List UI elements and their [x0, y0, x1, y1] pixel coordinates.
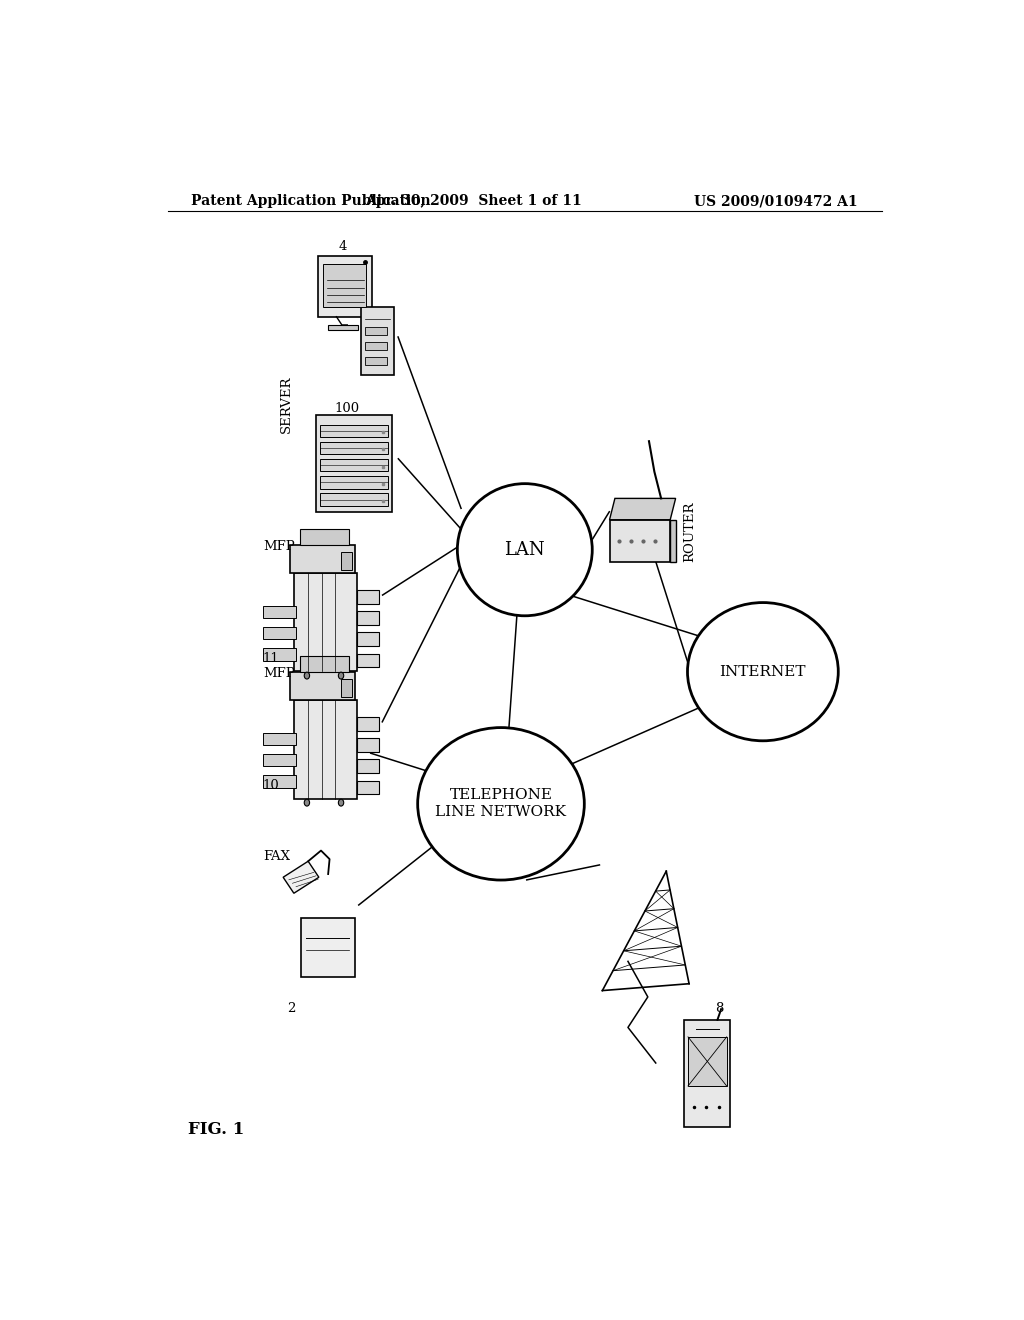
- Bar: [290, 672, 355, 700]
- Bar: [321, 477, 388, 488]
- Ellipse shape: [687, 602, 839, 741]
- Bar: [262, 733, 296, 744]
- Text: US 2009/0109472 A1: US 2009/0109472 A1: [694, 194, 858, 209]
- Text: 10: 10: [263, 779, 280, 792]
- Bar: [295, 700, 356, 799]
- Bar: [356, 653, 379, 668]
- Bar: [262, 606, 296, 618]
- Bar: [321, 494, 388, 506]
- Bar: [295, 573, 356, 672]
- Bar: [356, 717, 379, 730]
- Bar: [316, 414, 392, 512]
- Bar: [324, 264, 366, 308]
- Bar: [684, 1020, 730, 1126]
- Text: 2: 2: [287, 1002, 295, 1015]
- Bar: [290, 545, 355, 573]
- Bar: [317, 256, 372, 317]
- Text: INTERNET: INTERNET: [720, 665, 806, 678]
- Ellipse shape: [418, 727, 585, 880]
- Text: LAN: LAN: [505, 541, 545, 558]
- Text: SERVER: SERVER: [281, 375, 293, 433]
- Bar: [356, 632, 379, 645]
- Bar: [321, 425, 388, 437]
- Bar: [366, 356, 387, 366]
- Bar: [609, 520, 671, 561]
- Text: MFP: MFP: [263, 667, 295, 680]
- Bar: [356, 611, 379, 624]
- Polygon shape: [671, 520, 676, 561]
- Bar: [262, 775, 296, 788]
- Text: Patent Application Publication: Patent Application Publication: [191, 194, 431, 209]
- Bar: [356, 759, 379, 774]
- Bar: [301, 917, 354, 977]
- Circle shape: [338, 672, 344, 678]
- Text: FAX: FAX: [263, 850, 290, 863]
- Bar: [356, 738, 379, 752]
- Text: ROUTER: ROUTER: [684, 502, 696, 562]
- Bar: [366, 342, 387, 350]
- Circle shape: [304, 799, 309, 807]
- Circle shape: [338, 799, 344, 807]
- Text: Apr. 30, 2009  Sheet 1 of 11: Apr. 30, 2009 Sheet 1 of 11: [365, 194, 582, 209]
- Text: 100: 100: [334, 403, 359, 416]
- Bar: [366, 327, 387, 335]
- Polygon shape: [284, 861, 318, 894]
- Text: 8: 8: [715, 1002, 724, 1015]
- Bar: [341, 552, 352, 570]
- Text: MFP: MFP: [263, 540, 295, 553]
- Bar: [321, 459, 388, 471]
- Bar: [321, 442, 388, 454]
- Circle shape: [304, 672, 309, 678]
- Bar: [262, 627, 296, 639]
- Bar: [688, 1038, 727, 1086]
- Bar: [262, 754, 296, 767]
- Text: 11: 11: [263, 652, 280, 664]
- Bar: [300, 529, 348, 545]
- Bar: [329, 325, 358, 330]
- Polygon shape: [609, 499, 676, 520]
- Bar: [300, 656, 348, 672]
- Bar: [356, 780, 379, 795]
- Text: TELEPHONE
LINE NETWORK: TELEPHONE LINE NETWORK: [435, 788, 566, 820]
- Bar: [262, 648, 296, 660]
- Text: 4: 4: [338, 240, 347, 253]
- Bar: [356, 590, 379, 603]
- Text: FIG. 1: FIG. 1: [187, 1121, 244, 1138]
- Ellipse shape: [458, 483, 592, 616]
- Bar: [361, 308, 394, 375]
- Bar: [341, 680, 352, 697]
